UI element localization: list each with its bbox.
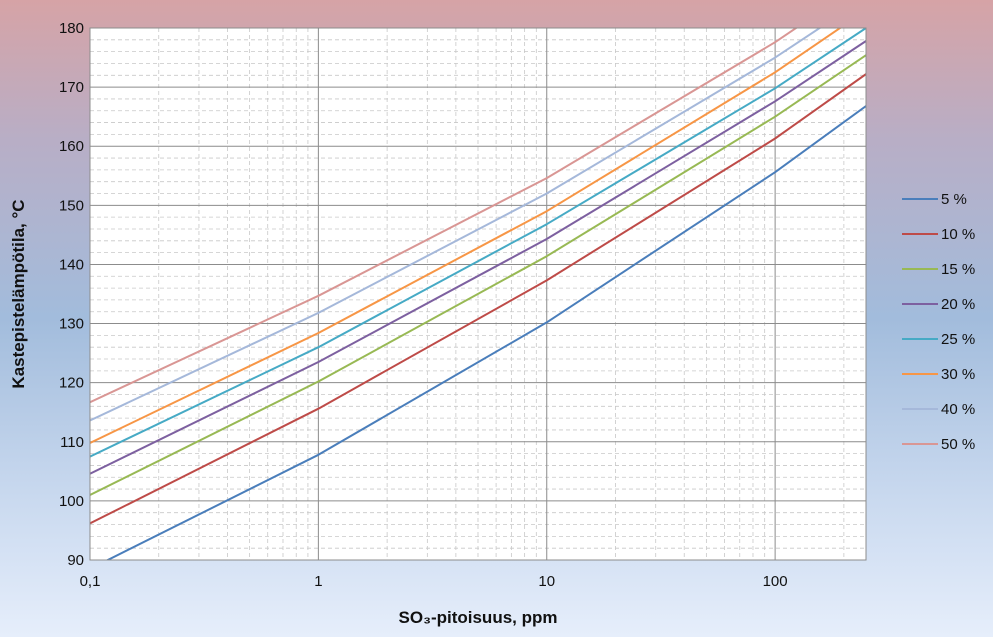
x-axis-tick-labels: 0,1 1 10 100 (80, 573, 788, 590)
x-axis-title: SO₃-pitoisuus, ppm (399, 608, 558, 627)
y-tick-label: 130 (59, 316, 84, 333)
plot-border (89, 27, 867, 561)
series-lines (90, 28, 866, 560)
legend-label: 15 % (941, 261, 975, 278)
series-line (90, 28, 798, 404)
y-tick-label: 90 (67, 552, 84, 569)
legend-label: 20 % (941, 296, 975, 313)
x-tick-label: 1 (314, 573, 322, 590)
series-line (90, 40, 866, 475)
series-line (90, 73, 866, 525)
x-tick-label: 10 (538, 573, 555, 590)
x-tick-label: 0,1 (80, 573, 101, 590)
x-tick-label: 100 (763, 573, 788, 590)
y-tick-label: 160 (59, 138, 84, 155)
y-tick-label: 150 (59, 197, 84, 214)
y-tick-label: 110 (60, 434, 84, 451)
y-tick-label: 140 (59, 256, 84, 273)
legend: 5 % 10 % 15 % 20 % 25 % 30 % 40 % 50 % (902, 191, 975, 453)
series-line (105, 105, 866, 560)
legend-label: 30 % (941, 366, 975, 383)
y-tick-label: 100 (59, 493, 84, 510)
series-line (90, 28, 822, 422)
legend-label: 50 % (941, 436, 975, 453)
y-axis-tick-labels: 90 100 110 120 130 140 150 160 170 180 (59, 20, 84, 569)
legend-label: 10 % (941, 226, 975, 243)
legend-label: 40 % (941, 401, 975, 418)
y-axis-title: Kastepistelämpötila, °C (9, 199, 28, 388)
series-line (90, 28, 866, 458)
series-line (90, 54, 866, 496)
y-tick-label: 170 (59, 79, 84, 96)
y-tick-label: 180 (59, 20, 84, 37)
series-line (90, 28, 842, 444)
legend-label: 25 % (941, 331, 975, 348)
y-tick-label: 120 (59, 375, 84, 392)
legend-label: 5 % (941, 191, 967, 208)
